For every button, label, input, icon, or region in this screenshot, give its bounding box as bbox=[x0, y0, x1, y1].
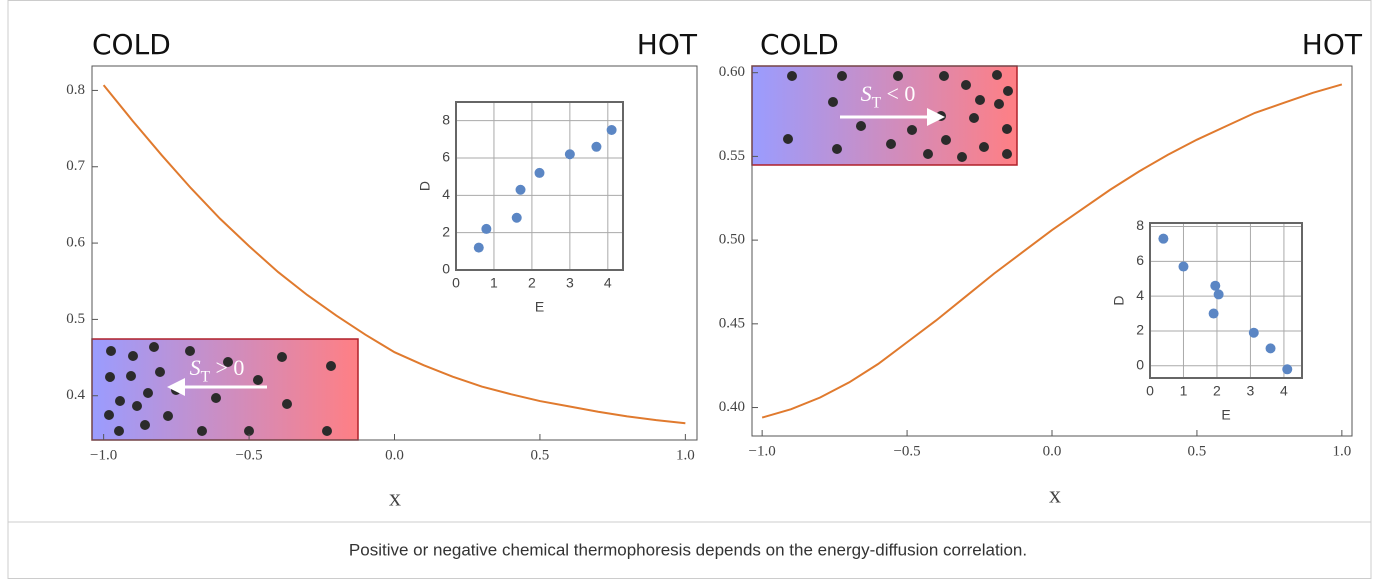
y-axis-label: D bbox=[1111, 295, 1127, 305]
inset-bg bbox=[456, 102, 623, 270]
point bbox=[606, 125, 617, 135]
x-tick-label: 2 bbox=[1213, 383, 1221, 399]
y-tick-label: 0.55 bbox=[719, 148, 745, 164]
y-tick-label: 0 bbox=[442, 261, 450, 277]
symbol: S bbox=[861, 81, 872, 106]
relation: < 0 bbox=[881, 81, 915, 106]
y-tick-label: 8 bbox=[1136, 217, 1144, 233]
x-tick-label: 0 bbox=[452, 275, 460, 291]
x-tick-label: 3 bbox=[1247, 383, 1255, 399]
y-tick-label: 0.7 bbox=[66, 158, 85, 174]
inset-bg bbox=[1150, 223, 1302, 378]
math-label: ST < 0 bbox=[861, 81, 916, 112]
hot-label: HOT bbox=[1302, 28, 1363, 61]
point bbox=[1265, 343, 1276, 354]
y-tick-label: 0.50 bbox=[719, 232, 745, 248]
x-tick-label: 0.5 bbox=[1188, 443, 1207, 459]
x-tick-label: −1.0 bbox=[90, 447, 117, 463]
x-tick-label: 2 bbox=[528, 275, 536, 291]
x-axis-label: x bbox=[1049, 483, 1061, 509]
relation: > 0 bbox=[210, 355, 244, 380]
x-tick-label: 1 bbox=[490, 275, 498, 291]
point bbox=[564, 149, 575, 160]
y-tick-label: 0.5 bbox=[66, 311, 85, 327]
frame bbox=[7, 0, 1372, 579]
x-axis-label: E bbox=[1221, 407, 1230, 423]
x-axis-label: x bbox=[389, 486, 401, 512]
y-tick-label: 4 bbox=[1136, 287, 1144, 303]
math-label: ST > 0 bbox=[190, 355, 245, 386]
x-tick-label: 0 bbox=[1146, 383, 1154, 399]
caption: Positive or negative chemical thermophor… bbox=[349, 540, 1027, 559]
y-tick-label: 0.6 bbox=[66, 235, 85, 251]
y-tick-label: 2 bbox=[1136, 322, 1144, 338]
y-tick-label: 8 bbox=[442, 111, 450, 127]
point bbox=[591, 141, 602, 152]
x-tick-label: 4 bbox=[604, 275, 612, 291]
point bbox=[534, 167, 545, 178]
x-tick-label: 0.0 bbox=[1043, 443, 1062, 459]
box-left bbox=[91, 338, 359, 441]
x-tick-label: −1.0 bbox=[749, 443, 776, 459]
point bbox=[515, 184, 526, 195]
cold-label: COLD bbox=[760, 28, 839, 61]
y-tick-label: 0.8 bbox=[66, 82, 85, 98]
y-tick-label: 6 bbox=[442, 149, 450, 165]
y-tick-label: 4 bbox=[442, 186, 450, 202]
inset-frame bbox=[455, 101, 624, 271]
point bbox=[1208, 308, 1219, 319]
point bbox=[1282, 364, 1293, 375]
x-tick-label: 3 bbox=[566, 275, 574, 291]
hot-label: HOT bbox=[637, 28, 698, 61]
y-tick-label: 0.4 bbox=[66, 387, 85, 403]
x-tick-label: 0.0 bbox=[385, 447, 404, 463]
y-tick-label: 0.60 bbox=[719, 64, 745, 80]
point bbox=[481, 223, 492, 234]
box-right bbox=[751, 65, 1018, 166]
y-tick-label: 0.40 bbox=[719, 399, 745, 415]
x-tick-label: 1.0 bbox=[1332, 443, 1351, 459]
x-tick-label: 1 bbox=[1180, 383, 1188, 399]
y-tick-label: 6 bbox=[1136, 252, 1144, 268]
point bbox=[511, 212, 522, 223]
point bbox=[1158, 233, 1169, 244]
y-tick-label: 0.45 bbox=[719, 315, 745, 331]
point bbox=[473, 242, 484, 253]
curve bbox=[761, 83, 1343, 419]
point bbox=[1210, 280, 1221, 291]
x-tick-label: 4 bbox=[1280, 383, 1288, 399]
y-axis-label: D bbox=[417, 181, 433, 191]
x-tick-label: 0.5 bbox=[531, 447, 550, 463]
y-tick-label: 0 bbox=[1136, 357, 1144, 373]
point bbox=[1178, 261, 1189, 272]
inset-frame bbox=[1149, 222, 1303, 379]
subscript: T bbox=[872, 95, 882, 112]
point bbox=[1248, 327, 1259, 338]
point bbox=[1213, 289, 1224, 300]
x-tick-label: −0.5 bbox=[893, 443, 920, 459]
curve bbox=[102, 84, 686, 425]
subscript: T bbox=[201, 369, 211, 386]
x-tick-label: −0.5 bbox=[235, 447, 262, 463]
symbol: S bbox=[190, 355, 201, 380]
x-axis-label: E bbox=[535, 299, 544, 315]
x-tick-label: 1.0 bbox=[676, 447, 695, 463]
cold-label: COLD bbox=[92, 28, 171, 61]
y-tick-label: 2 bbox=[442, 223, 450, 239]
